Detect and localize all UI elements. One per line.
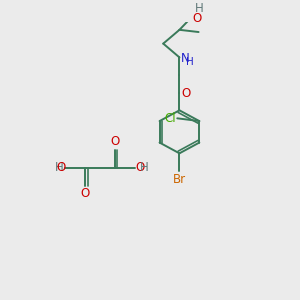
- Text: Br: Br: [173, 172, 186, 186]
- Text: O: O: [57, 161, 66, 174]
- Text: H: H: [195, 2, 204, 15]
- Text: O: O: [110, 135, 119, 148]
- Text: O: O: [192, 12, 201, 25]
- Text: H: H: [140, 161, 149, 174]
- Text: H: H: [186, 57, 194, 68]
- Text: O: O: [81, 187, 90, 200]
- Text: H: H: [55, 161, 64, 174]
- Text: Cl: Cl: [164, 112, 176, 125]
- Text: O: O: [136, 161, 145, 174]
- Text: N: N: [181, 52, 190, 65]
- Text: O: O: [182, 87, 191, 100]
